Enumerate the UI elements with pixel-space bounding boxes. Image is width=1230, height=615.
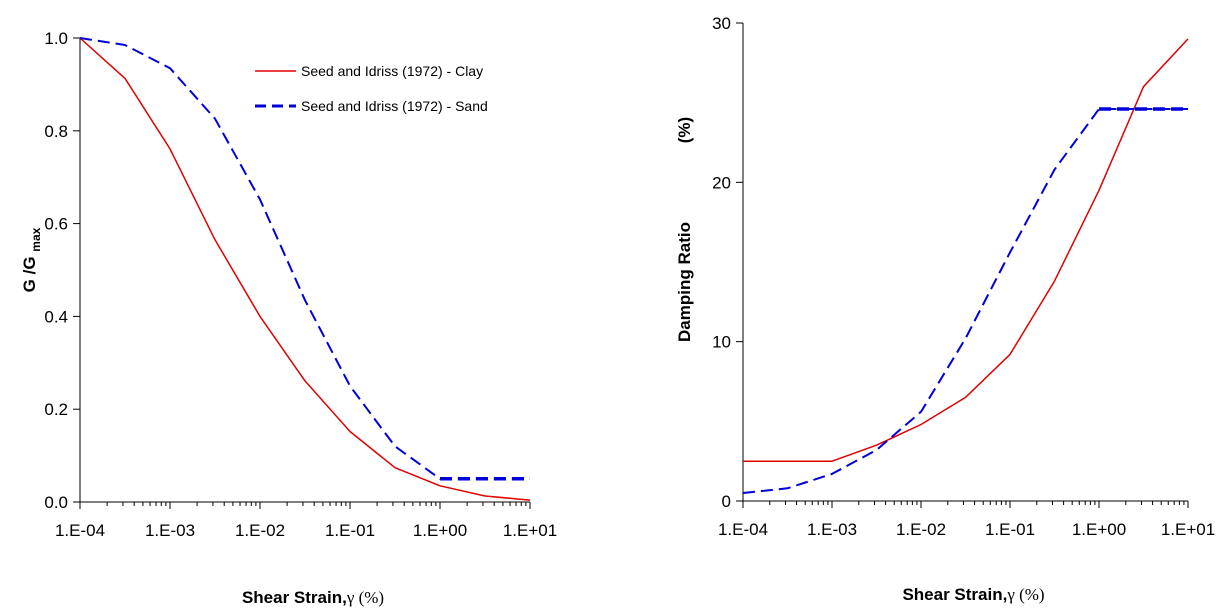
damping-x-tick-label: 1.E-04 xyxy=(718,520,768,539)
gg-x-tick-label: 1.E-02 xyxy=(235,521,285,540)
gg-series-clay-line xyxy=(79,37,531,501)
damping-y-tick-label: 0 xyxy=(722,492,731,511)
damping-y-axis-unit: (%) xyxy=(675,117,694,143)
damping-y-axis-title: Damping Ratio xyxy=(675,222,694,342)
damping-y-tick-label: 20 xyxy=(712,173,731,192)
damping-series-sand-line xyxy=(742,108,1188,494)
gg-chart: 1.E-04 1.E-03 1.E-02 1.E-01 1.E+00 1.E+01 0.0 0… xyxy=(20,29,557,607)
damping-chart: 1.E-04 1.E-03 1.E-02 1.E-01 1.E+00 1.E+01 0 10 2… xyxy=(675,14,1215,604)
legend-label-clay: Seed and Idriss (1972) - Clay xyxy=(301,63,483,79)
gg-y-tick-label: 0.8 xyxy=(44,122,68,141)
gg-y-tick-label: 0.4 xyxy=(44,307,68,326)
damping-x-tick-label: 1.E-01 xyxy=(985,520,1035,539)
gg-y-tick-label: 1.0 xyxy=(44,29,68,48)
damping-series-clay-line xyxy=(743,38,1189,462)
gg-x-tick-label: 1.E+00 xyxy=(413,521,467,540)
damping-y-tick-label: 30 xyxy=(712,14,731,33)
gg-x-tick-label: 1.E-03 xyxy=(145,521,195,540)
gg-y-tick-label: 0.6 xyxy=(44,215,68,234)
damping-y-tick-label: 10 xyxy=(712,333,731,352)
gg-y-tick-label: 0.2 xyxy=(44,400,68,419)
gg-x-tick-label: 1.E-04 xyxy=(55,521,105,540)
legend-label-sand: Seed and Idriss (1972) - Sand xyxy=(301,98,488,114)
damping-x-tick-label: 1.E+01 xyxy=(1161,520,1215,539)
gg-y-axis-title: G /G max xyxy=(20,227,43,292)
gg-x-tick-label: 1.E+01 xyxy=(503,521,557,540)
damping-x-axis-title: Shear Strain,γ (%) xyxy=(902,585,1044,604)
damping-x-tick-label: 1.E+00 xyxy=(1072,520,1126,539)
gg-x-tick-label: 1.E-01 xyxy=(325,521,375,540)
gg-x-axis-title: Shear Strain,γ (%) xyxy=(242,588,384,607)
gg-y-tick-label: 0.0 xyxy=(44,493,68,512)
gg-series-sand-line xyxy=(79,37,530,480)
damping-x-tick-label: 1.E-03 xyxy=(807,520,857,539)
damping-x-tick-label: 1.E-02 xyxy=(896,520,946,539)
